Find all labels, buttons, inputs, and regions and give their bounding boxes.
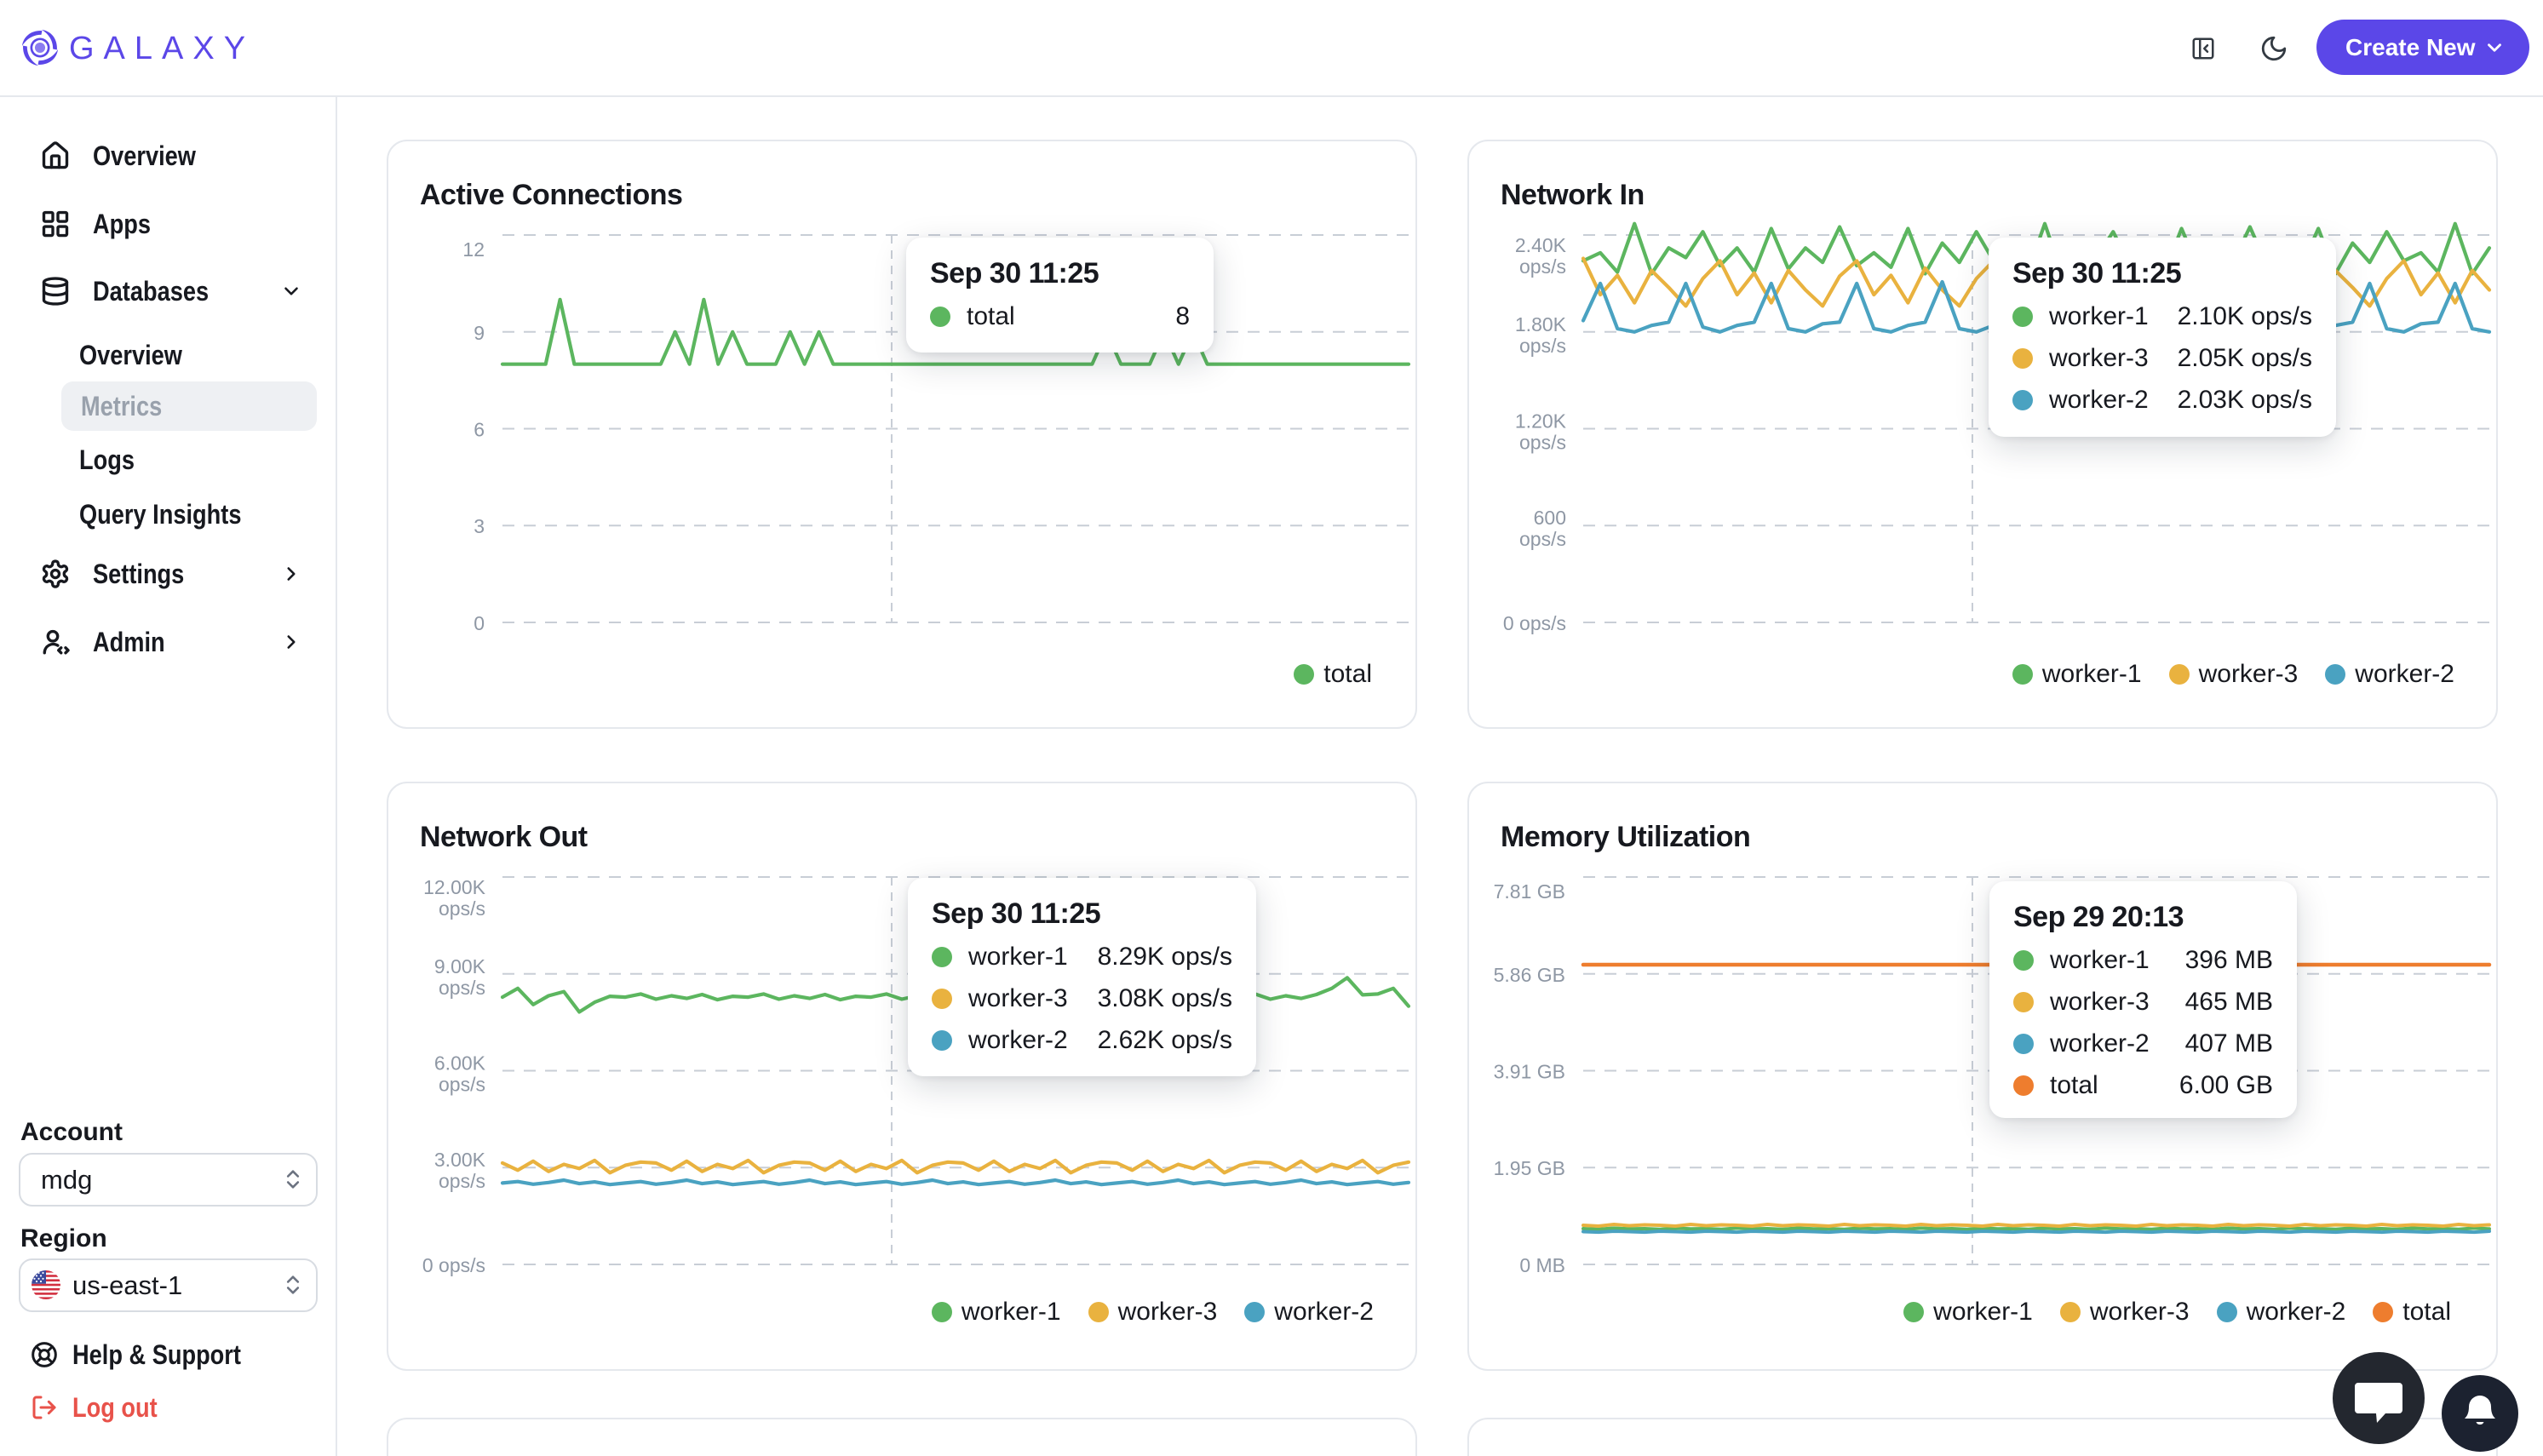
svg-text:12: 12 — [462, 238, 485, 261]
svg-text:ops/s: ops/s — [1519, 335, 1566, 357]
svg-text:2.40K: 2.40K — [1515, 234, 1567, 256]
svg-text:0 ops/s: 0 ops/s — [422, 1254, 485, 1276]
svg-text:ops/s: ops/s — [1519, 432, 1566, 454]
svg-text:ops/s: ops/s — [439, 897, 485, 920]
svg-text:1.80K: 1.80K — [1515, 313, 1567, 335]
svg-text:ops/s: ops/s — [1519, 528, 1566, 550]
svg-text:ops/s: ops/s — [439, 977, 485, 999]
svg-text:9.00K: 9.00K — [434, 955, 486, 977]
svg-text:3: 3 — [474, 515, 485, 537]
svg-text:0 ops/s: 0 ops/s — [1503, 612, 1566, 634]
svg-text:3.91 GB: 3.91 GB — [1494, 1061, 1565, 1083]
svg-text:600: 600 — [1534, 507, 1566, 529]
svg-text:1.20K: 1.20K — [1515, 410, 1567, 433]
svg-text:12.00K: 12.00K — [423, 876, 486, 898]
svg-text:ops/s: ops/s — [439, 1074, 485, 1096]
svg-text:5.86 GB: 5.86 GB — [1494, 964, 1565, 986]
svg-text:0 MB: 0 MB — [1519, 1254, 1565, 1276]
svg-text:0: 0 — [474, 612, 485, 634]
svg-text:1.95 GB: 1.95 GB — [1494, 1157, 1565, 1179]
svg-text:7.81 GB: 7.81 GB — [1494, 880, 1565, 903]
svg-text:6: 6 — [474, 419, 485, 441]
svg-text:9: 9 — [474, 322, 485, 344]
svg-text:6.00K: 6.00K — [434, 1052, 486, 1075]
svg-text:3.00K: 3.00K — [434, 1149, 486, 1171]
svg-text:ops/s: ops/s — [1519, 255, 1566, 278]
svg-text:ops/s: ops/s — [439, 1170, 485, 1192]
